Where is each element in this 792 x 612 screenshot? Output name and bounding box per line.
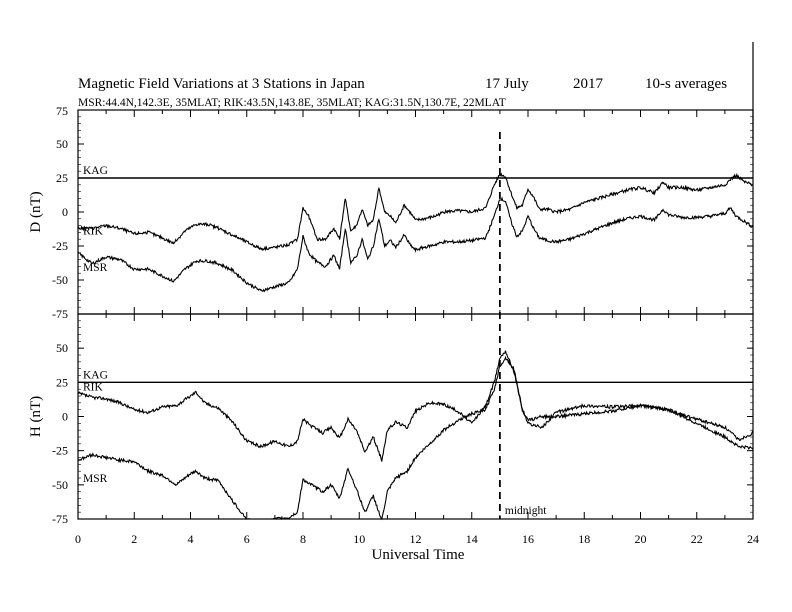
y-tick-label: -75 — [52, 307, 68, 321]
x-tick-label: 2 — [131, 532, 137, 546]
series-label-kag: KAG — [83, 165, 108, 177]
y-tick-label: -50 — [52, 478, 68, 492]
y-axis-label: D (nT) — [28, 191, 44, 232]
y-tick-label: 75 — [56, 104, 68, 118]
series-label-rik: RIK — [83, 381, 104, 393]
y-tick-label: 50 — [56, 341, 68, 355]
series-label-rik: RIK — [83, 225, 104, 237]
x-tick-label: 22 — [691, 532, 703, 546]
chart-year: 2017 — [573, 76, 604, 92]
y-tick-label: -50 — [52, 273, 68, 287]
x-tick-label: 24 — [747, 532, 759, 546]
y-tick-label: 25 — [56, 375, 68, 389]
y-tick-label: 25 — [56, 171, 68, 185]
x-tick-label: 8 — [300, 532, 306, 546]
y-tick-label: -25 — [52, 444, 68, 458]
series-line-msr — [77, 355, 754, 521]
y-tick-label: 0 — [62, 410, 68, 424]
x-tick-label: 6 — [244, 532, 250, 546]
panel-frame — [77, 313, 754, 520]
y-tick-label: 50 — [56, 137, 68, 151]
y-tick-label: -75 — [52, 512, 68, 526]
series-line-msr — [77, 196, 754, 293]
series-label-msr: MSR — [83, 473, 108, 485]
x-tick-label: 14 — [466, 532, 478, 546]
series-line-rik — [77, 172, 753, 252]
x-tick-label: 10 — [353, 532, 365, 546]
series-label-msr: MSR — [83, 262, 108, 274]
panel-frame — [77, 109, 754, 315]
y-tick-label: -25 — [52, 239, 68, 253]
x-tick-label: 4 — [188, 532, 194, 546]
chart-subtitle: MSR:44.4N,142.3E, 35MLAT; RIK:43.5N,143.… — [78, 97, 506, 109]
x-tick-label: 18 — [578, 532, 590, 546]
series-line-rik — [77, 350, 754, 462]
chart-date: 17 July — [485, 76, 529, 92]
x-axis-label: Universal Time — [372, 547, 465, 563]
x-tick-label: 12 — [410, 532, 422, 546]
chart-title: Magnetic Field Variations at 3 Stations … — [78, 76, 365, 92]
title-line: Magnetic Field Variations at 3 Stations … — [78, 76, 727, 92]
y-axis-label: H (nT) — [28, 396, 44, 437]
y-tick-label: 0 — [62, 205, 68, 219]
chart-resolution: 10-s averages — [645, 76, 727, 92]
x-tick-label: 0 — [75, 532, 81, 546]
x-tick-label: 20 — [635, 532, 647, 546]
panel-0: 75 50 25 0 -25 -50 -75 D (nT) KAG RIK MSR — [28, 104, 754, 321]
midnight-label: midnight — [505, 505, 547, 517]
series-label-kag: KAG — [83, 369, 108, 381]
x-tick-label: 16 — [522, 532, 534, 546]
